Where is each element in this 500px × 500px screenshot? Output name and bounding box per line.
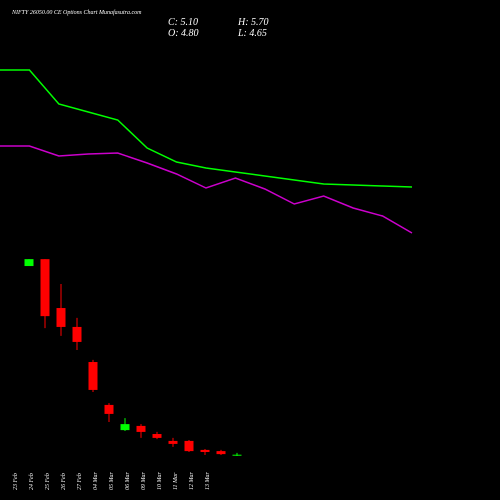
candle-body <box>168 440 178 444</box>
x-tick-label: 26 Feb <box>61 473 67 490</box>
candle-body <box>104 404 114 414</box>
candle-body <box>200 449 210 453</box>
x-tick-label: 25 Feb <box>45 473 51 490</box>
candle-body <box>152 434 162 438</box>
line-series <box>0 145 413 234</box>
line-series <box>0 69 413 188</box>
candle-body <box>40 259 50 317</box>
chart-title: NIFTY 26050.00 CE Options Chart Munafasu… <box>11 9 142 16</box>
candle-body <box>136 425 146 432</box>
x-tick-label: 13 Mar <box>205 472 211 490</box>
candle-body <box>88 362 98 390</box>
candle-body <box>120 424 130 431</box>
close-label: C: 5.10 <box>168 17 198 28</box>
x-tick-label: 12 Mar <box>189 472 195 490</box>
x-tick-label: 10 Mar <box>157 472 163 490</box>
low-label: L: 4.65 <box>237 28 267 39</box>
open-label: O: 4.80 <box>168 28 199 39</box>
x-tick-label: 09 Mar <box>141 472 147 490</box>
candle-body <box>24 259 34 267</box>
candle-body <box>232 454 242 456</box>
x-tick-label: 05 Mar <box>109 472 115 490</box>
x-tick-label: 27 Feb <box>77 473 83 490</box>
x-tick-label: 24 Feb <box>28 473 35 490</box>
high-label: H: 5.70 <box>237 17 269 28</box>
candle-body <box>184 440 194 452</box>
candle-body <box>72 326 82 342</box>
x-tick-label: 11 Mar <box>173 472 179 490</box>
x-tick-label: 06 Mar <box>125 472 131 490</box>
candle-body <box>216 451 226 455</box>
x-tick-label: 23 Feb <box>13 473 19 490</box>
x-tick-label: 04 Mar <box>92 472 99 490</box>
candle-body <box>56 308 66 327</box>
